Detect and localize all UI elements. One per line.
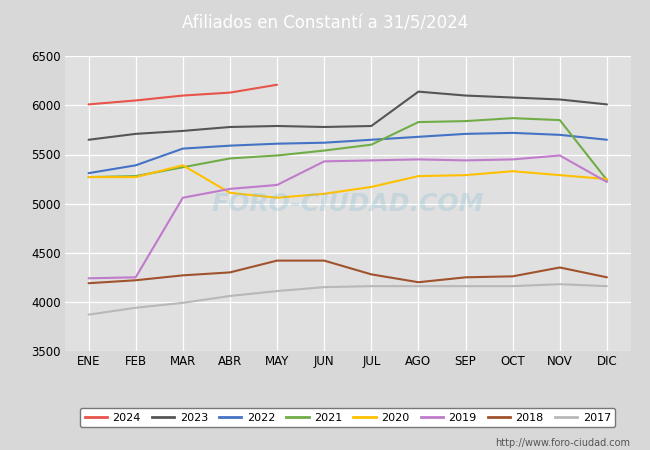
Text: FORO-CIUDAD.COM: FORO-CIUDAD.COM <box>211 192 484 216</box>
Text: http://www.foro-ciudad.com: http://www.foro-ciudad.com <box>495 438 630 448</box>
Legend: 2024, 2023, 2022, 2021, 2020, 2019, 2018, 2017: 2024, 2023, 2022, 2021, 2020, 2019, 2018… <box>80 408 616 427</box>
Text: Afiliados en Constantí a 31/5/2024: Afiliados en Constantí a 31/5/2024 <box>182 14 468 33</box>
